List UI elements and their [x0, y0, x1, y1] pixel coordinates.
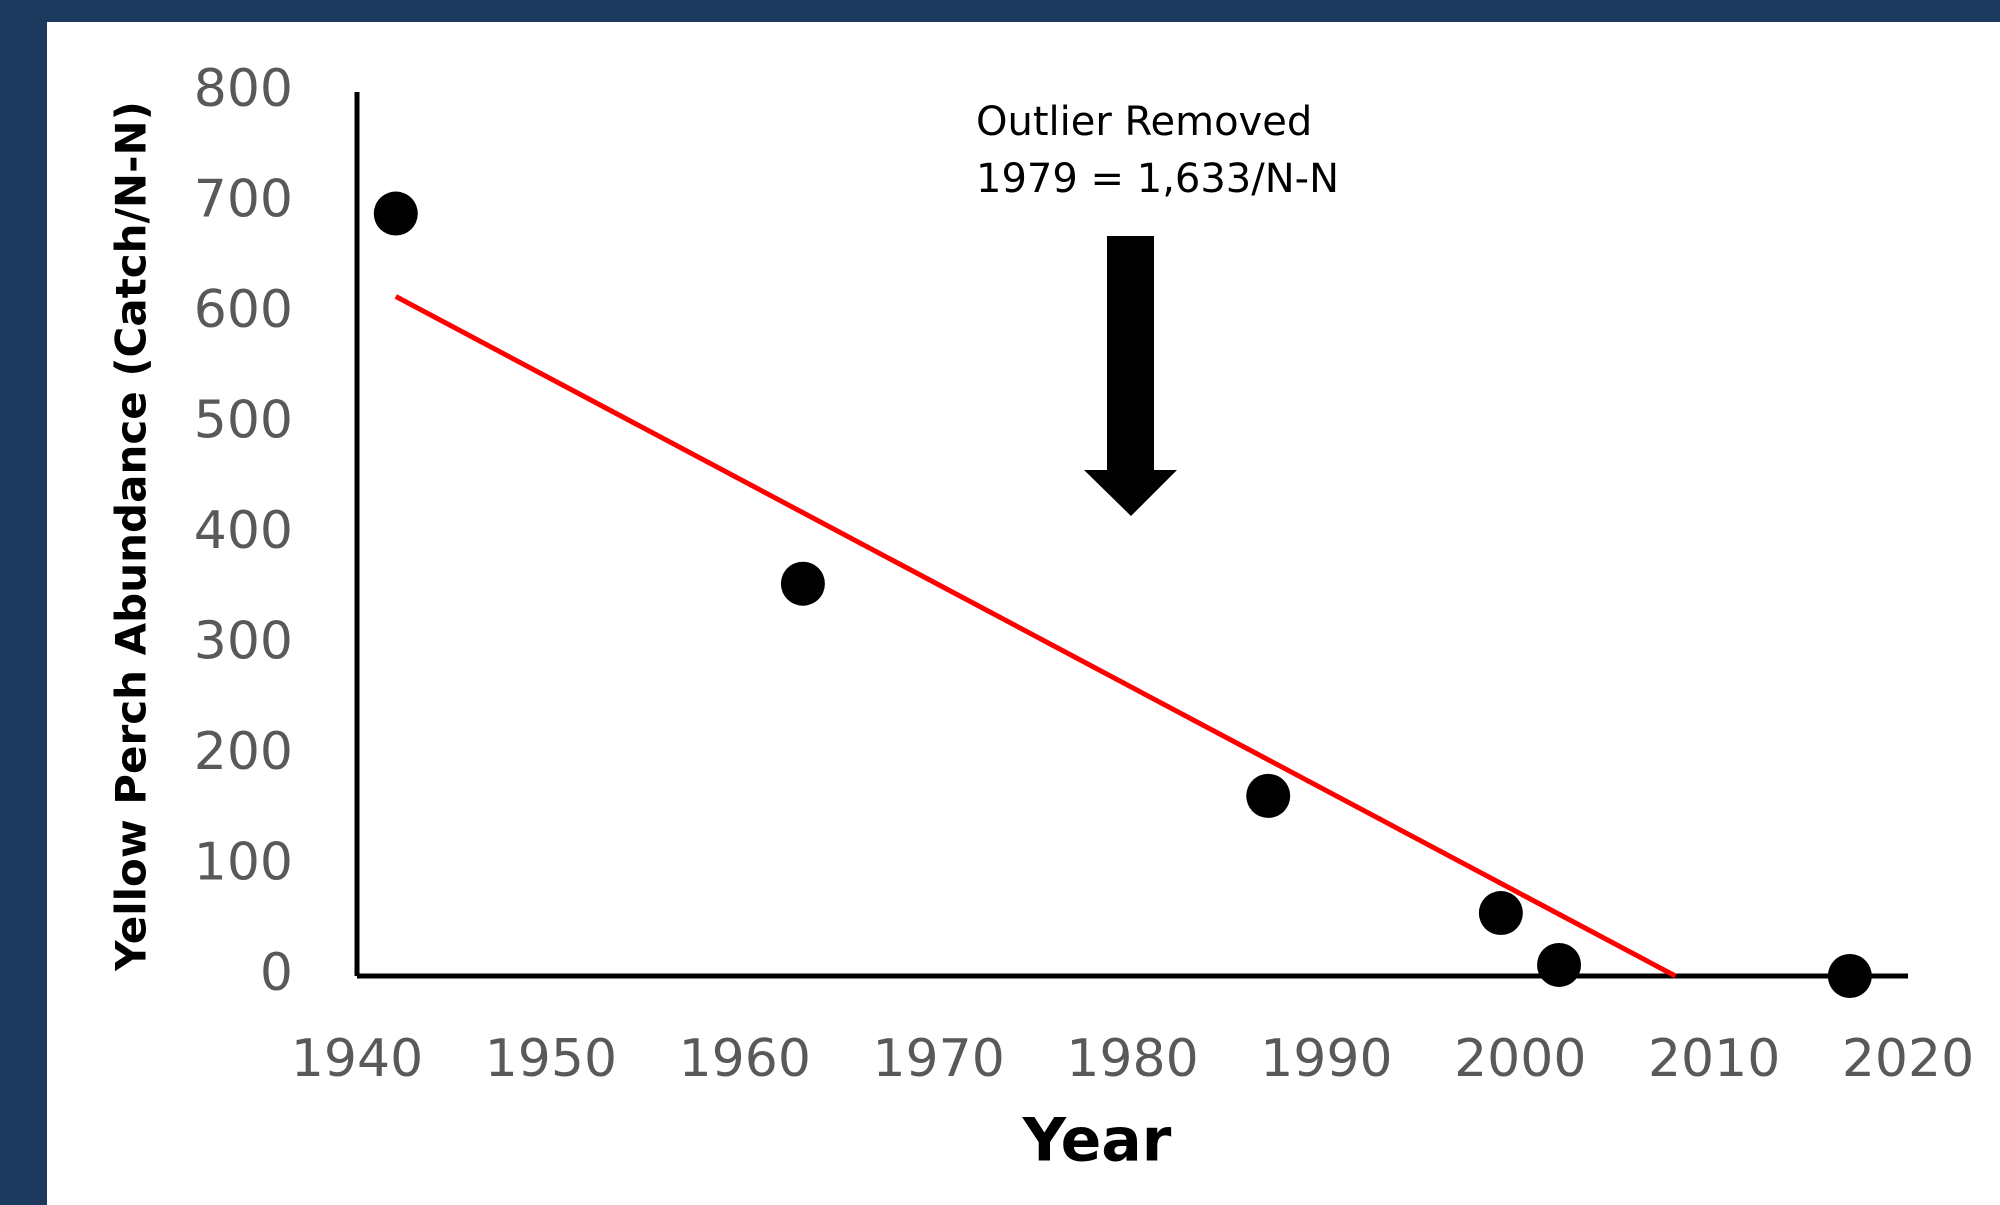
y-tick-label: 300 [194, 612, 293, 672]
x-tick-label: 1960 [679, 1029, 811, 1089]
point [1827, 954, 1872, 998]
y-tick-label: 100 [194, 833, 293, 893]
y-tick-label: 800 [194, 59, 293, 119]
x-tick-label: 1990 [1260, 1029, 1392, 1089]
point [1478, 891, 1523, 936]
x-tick-label: 1940 [291, 1029, 423, 1089]
point [373, 191, 418, 236]
trendline [394, 294, 1677, 979]
annotation: 1979 = 1,633/N-N [976, 156, 1339, 202]
y-tick-label: 0 [260, 943, 293, 1003]
x-tick-label: 2020 [1842, 1029, 1974, 1089]
y-tick-label: 700 [194, 170, 293, 230]
x-axis-label: Year [1022, 1106, 1172, 1176]
arrow [1084, 236, 1177, 516]
x-tick-label: 1970 [872, 1029, 1004, 1089]
panel [47, 22, 2000, 1205]
y-tick-label: 200 [194, 722, 293, 782]
y-tick-label: 400 [194, 501, 293, 561]
point [1537, 942, 1582, 987]
point [780, 561, 825, 606]
y-tick-label: 500 [194, 391, 293, 451]
x-tick-label: 2000 [1454, 1029, 1586, 1089]
point [1246, 773, 1291, 818]
x-tick-label: 1980 [1066, 1029, 1198, 1089]
annotation: Outlier Removed [976, 99, 1312, 145]
x-tick-label: 1950 [485, 1029, 617, 1089]
y-tick-label: 600 [194, 280, 293, 340]
y-axis-label: Yellow Perch Abundance (Catch/N-N) [107, 101, 156, 972]
x-tick-label: 2010 [1648, 1029, 1780, 1089]
